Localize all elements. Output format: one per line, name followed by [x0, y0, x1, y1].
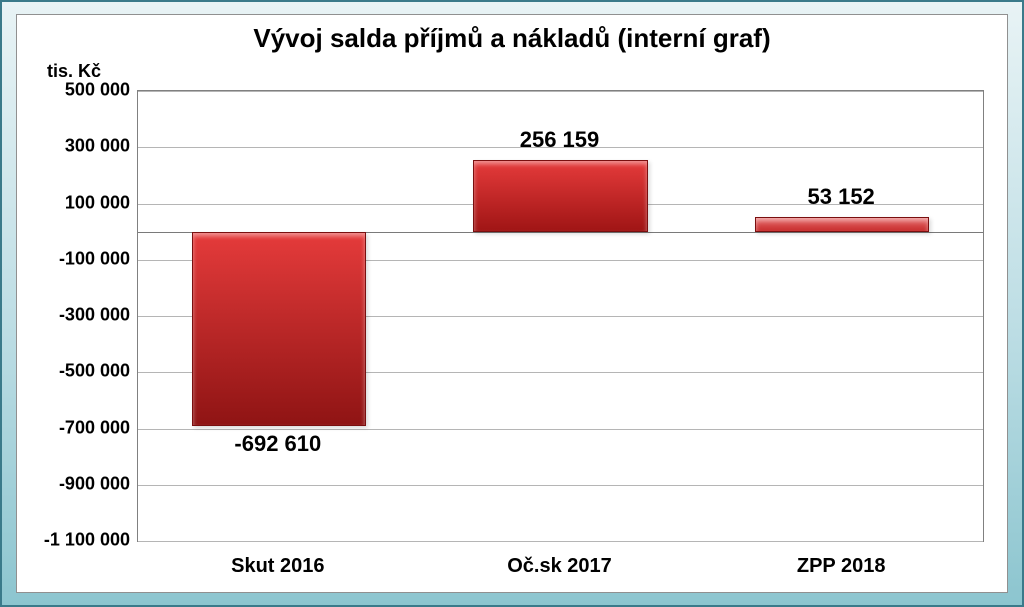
data-label: 256 159 — [460, 127, 660, 153]
y-tick-label: 100 000 — [25, 192, 130, 213]
grid-line — [138, 541, 983, 542]
grid-line — [138, 429, 983, 430]
plot-area — [137, 90, 984, 542]
grid-line — [138, 485, 983, 486]
y-tick-label: -500 000 — [25, 361, 130, 382]
chart-outer-panel: Vývoj salda příjmů a nákladů (interní gr… — [0, 0, 1024, 607]
x-category-label: Skut 2016 — [178, 555, 378, 578]
chart-title: Vývoj salda příjmů a nákladů (interní gr… — [17, 23, 1007, 54]
bar — [473, 160, 648, 232]
y-tick-label: -300 000 — [25, 305, 130, 326]
y-tick-label: -700 000 — [25, 417, 130, 438]
y-tick-label: -1 100 000 — [25, 530, 130, 551]
chart-inner-panel: Vývoj salda příjmů a nákladů (interní gr… — [16, 14, 1008, 593]
y-tick-label: -100 000 — [25, 248, 130, 269]
y-tick-label: 300 000 — [25, 136, 130, 157]
data-label: 53 152 — [741, 184, 941, 210]
data-label: -692 610 — [178, 431, 378, 457]
grid-line — [138, 91, 983, 92]
y-tick-label: 500 000 — [25, 80, 130, 101]
x-category-label: Oč.sk 2017 — [460, 555, 660, 578]
x-category-label: ZPP 2018 — [741, 555, 941, 578]
y-tick-label: -900 000 — [25, 473, 130, 494]
bar — [755, 217, 930, 232]
bar — [192, 232, 367, 427]
